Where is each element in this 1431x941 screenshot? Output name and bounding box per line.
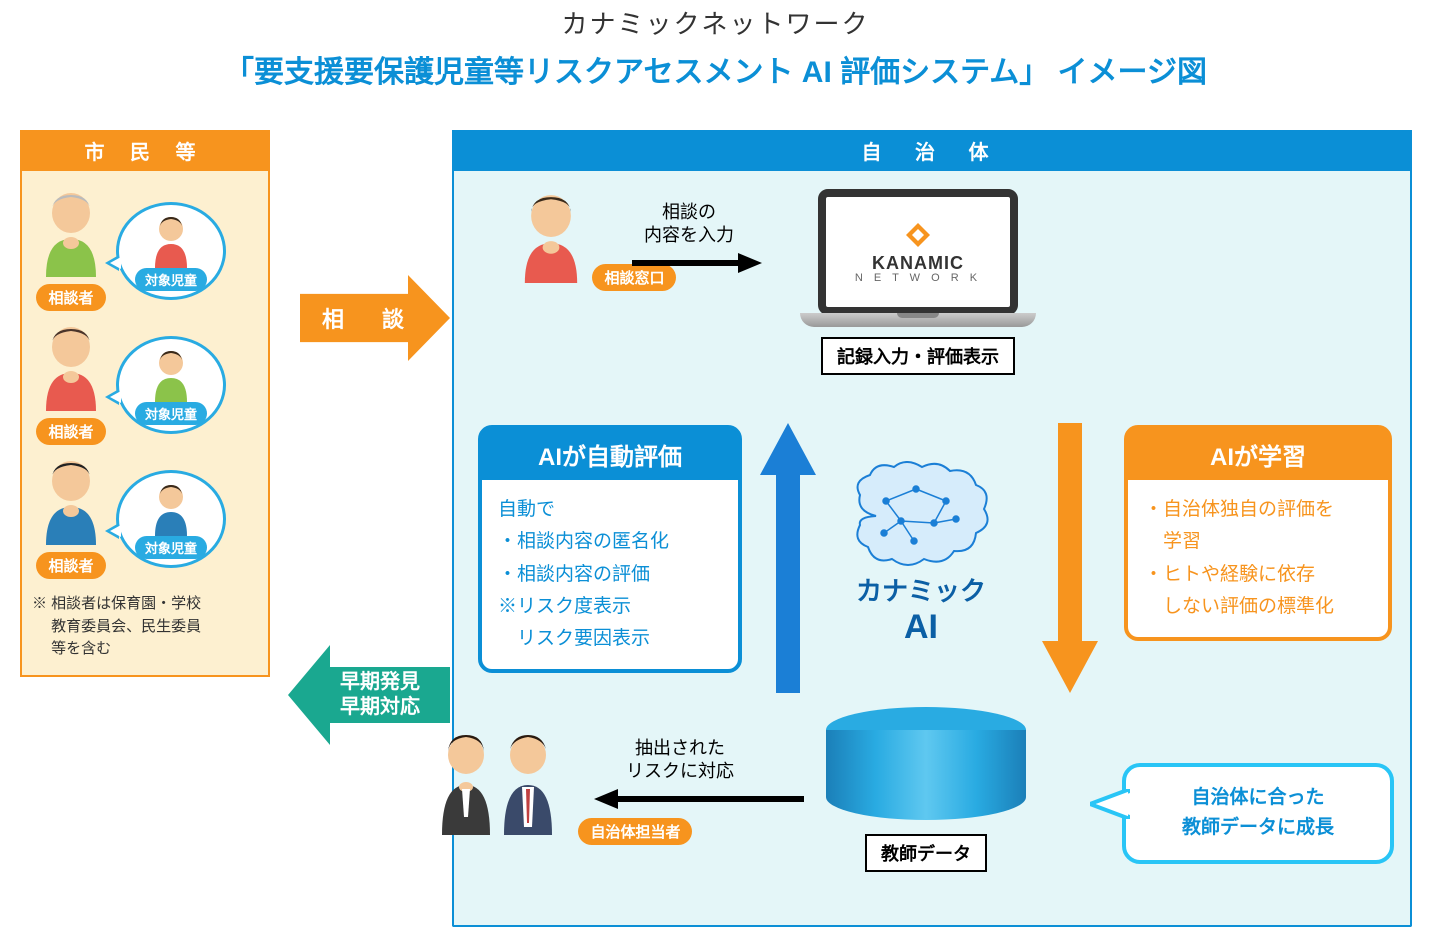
cylinder-label: 教師データ: [865, 834, 987, 872]
logo-subtext: N E T W O R K: [855, 272, 981, 284]
child-icon: [147, 482, 195, 536]
citizen-note: ※ 相談者は保育園・学校 教育委員会、民生委員 等を含む: [32, 593, 258, 661]
header: カナミックネットワーク 「要支援要保護児童等リスクアセスメント AI 評価システ…: [0, 0, 1431, 91]
child-icon: [147, 214, 195, 268]
ai-label: カナミック AI: [846, 576, 996, 648]
callout-tail-icon: [1090, 789, 1130, 819]
citizen-panel: 市 民 等 相談者 対象児童: [20, 130, 270, 677]
staff-label: 自治体担当者: [578, 818, 692, 845]
child-label: 対象児童: [135, 536, 207, 559]
consult-arrow: 相 談: [300, 275, 450, 361]
child-icon: [147, 348, 195, 402]
ai-auto-eval-body: 自動で・相談内容の匿名化・相談内容の評価※リスク度表示 リスク要因表示: [482, 480, 738, 669]
municipality-header: 自 治 体: [452, 130, 1412, 171]
main-title: 「要支援要保護児童等リスクアセスメント AI 評価システム」 イメージ図: [0, 47, 1431, 91]
citizen-row: 相談者 対象児童: [32, 459, 258, 579]
child-bubble: 対象児童: [116, 470, 226, 568]
ai-auto-eval-header: AIが自動評価: [482, 429, 738, 480]
citizen-row: 相談者 対象児童: [32, 191, 258, 311]
child-label: 対象児童: [135, 268, 207, 291]
laptop-label: 記録入力・評価表示: [821, 337, 1015, 375]
growth-callout: 自治体に合った 教師データに成長: [1122, 763, 1394, 864]
kanamic-logo-icon: [902, 221, 934, 253]
laptop: KANAMIC N E T W O R K 記録入力・評価表示: [800, 189, 1036, 375]
consultant-avatar: 相談者: [32, 191, 110, 311]
laptop-screen: KANAMIC N E T W O R K: [818, 189, 1018, 315]
ai-learn-header: AIが学習: [1128, 429, 1388, 480]
person-icon: [36, 459, 106, 545]
staff-icons: [424, 727, 574, 837]
ai-learn-body: ・自治体独自の評価を 学習・ヒトや経験に依存 しない評価の標準化: [1128, 480, 1388, 637]
brain-icon: [846, 461, 996, 571]
consultant-avatar: 相談者: [32, 325, 110, 445]
up-arrow-icon: [760, 423, 816, 693]
citizen-row: 相談者 対象児童: [32, 325, 258, 445]
person-icon: [514, 193, 588, 283]
risk-arrow-icon: [594, 789, 804, 809]
arrow-label: 早期発見早期対応: [340, 670, 420, 720]
person-icon: [36, 191, 106, 277]
municipality-panel: 自 治 体 相談窓口 相談の 内容を入力: [452, 130, 1412, 920]
arrow-label: 相 談: [322, 302, 412, 334]
citizen-body: 相談者 対象児童 相談者 対象児童: [20, 171, 270, 677]
child-label: 対象児童: [135, 402, 207, 425]
citizen-header: 市 民 等: [20, 130, 270, 171]
child-bubble: 対象児童: [116, 336, 226, 434]
input-arrow-label: 相談の 内容を入力: [644, 201, 734, 248]
ai-learn-box: AIが学習 ・自治体独自の評価を 学習・ヒトや経験に依存 しない評価の標準化: [1124, 425, 1392, 641]
company-name: カナミックネットワーク: [0, 4, 1431, 41]
ai-auto-eval-box: AIが自動評価 自動で・相談内容の匿名化・相談内容の評価※リスク度表示 リスク要…: [478, 425, 742, 673]
consultant-label: 相談者: [36, 284, 105, 311]
risk-arrow-label: 抽出された リスクに対応: [626, 737, 734, 784]
down-arrow-icon: [1042, 423, 1098, 693]
consultant-label: 相談者: [36, 418, 105, 445]
consultant-avatar: 相談者: [32, 459, 110, 579]
cylinder-db: 教師データ: [826, 707, 1026, 872]
ai-brain: カナミック AI: [846, 461, 996, 648]
consultant-label: 相談者: [36, 552, 105, 579]
municipality-body: 相談窓口 相談の 内容を入力 KANAMIC N E T W O R K 記録入…: [452, 171, 1412, 927]
person-icon: [36, 325, 106, 411]
input-arrow-icon: [632, 253, 762, 273]
child-bubble: 対象児童: [116, 202, 226, 300]
logo-text: KANAMIC: [872, 253, 964, 274]
